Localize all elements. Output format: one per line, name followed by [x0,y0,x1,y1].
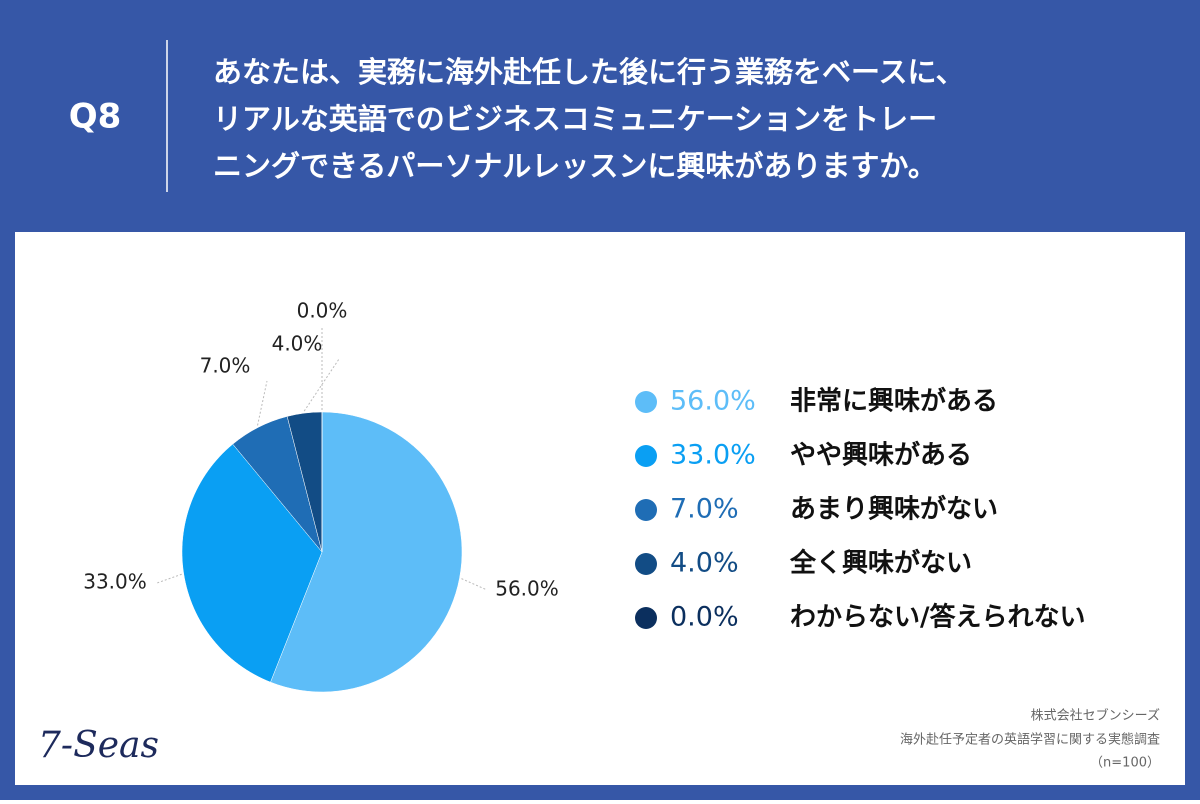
legend-marker [635,553,657,575]
data-label: 7.0% [200,354,251,378]
legend-marker [635,445,657,467]
legend-label: わからない/答えられない [790,602,1086,633]
source: （n=100） [1090,756,1160,771]
source: 海外赴任予定者の英語学習に関する実態調査 [900,732,1160,748]
data-label: 33.0% [83,570,147,594]
pie-slice [181,443,323,683]
pie-slice [270,411,463,693]
legend-value: 56.0% [670,386,756,417]
legend-label: やや興味がある [790,440,972,471]
legend-label: 非常に興味がある [790,386,998,417]
question-number: Q8 [69,97,122,137]
data-label: 4.0% [272,332,323,356]
data-label: 56.0% [495,577,559,601]
legend-marker [635,607,657,629]
legend-label: あまり興味がない [790,494,998,525]
legend-value: 7.0% [670,494,739,525]
leader-line [156,573,182,584]
legend-marker [635,499,657,521]
leader-line [303,358,340,412]
leader-line [461,578,488,591]
leader-line [257,380,268,426]
data-label: 0.0% [297,299,348,323]
legend-value: 4.0% [670,548,739,579]
legend-marker [635,391,657,413]
legend-value: 33.0% [670,440,756,471]
title-line: あなたは、実務に海外赴任した後に行う業務をベースに、 [213,55,965,89]
legend-label: 全く興味がない [789,548,972,579]
logo: 7-Seas [38,725,159,766]
source: 株式会社セブンシーズ [1031,708,1160,724]
legend-value: 0.0% [670,602,739,633]
title-line: リアルな英語でのビジネスコミュニケーションをトレー [213,102,937,136]
title-line: ニングできるパーソナルレッスンに興味がありますか。 [213,149,937,183]
